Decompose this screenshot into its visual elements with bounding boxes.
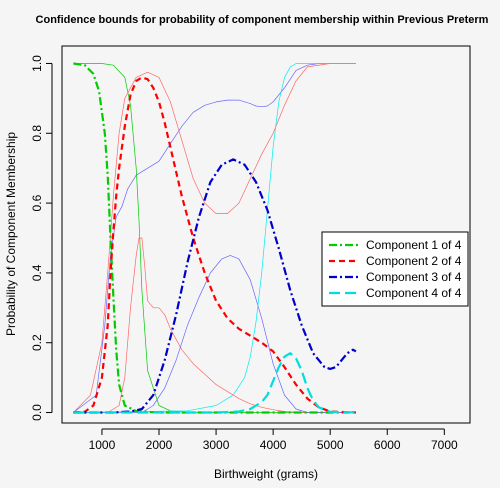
legend-label-4: Component 4 of 4 [366, 286, 462, 300]
y-tick-label-6: 1.0 [30, 55, 44, 72]
x-axis-label: Birthweight (grams) [214, 467, 318, 481]
x-tick-label-5: 5000 [317, 438, 344, 452]
y-tick-label-2: 0.2 [30, 334, 44, 351]
series-line-2-estimate [73, 76, 356, 414]
plot-frame [61, 45, 471, 424]
series-line-8-upper-bound [73, 63, 356, 413]
series-line-10-upper-bound [73, 63, 356, 413]
x-tick-label-6: 6000 [374, 438, 401, 452]
x-tick-label-4: 4000 [260, 438, 287, 452]
series-line-3-estimate [73, 158, 357, 414]
series-line-4-estimate [73, 352, 356, 414]
series-line-7-lower-bound [73, 237, 356, 413]
legend-label-3: Component 3 of 4 [366, 270, 462, 284]
series-line-9-lower-bound [73, 255, 356, 413]
x-tick-label-1: 1000 [89, 438, 116, 452]
x-tick-label-3: 3000 [203, 438, 230, 452]
legend-label-1: Component 1 of 4 [366, 238, 462, 252]
x-tick-label-7: 7000 [431, 438, 458, 452]
chart-title: Confidence bounds for probability of com… [36, 14, 489, 26]
y-axis-label: Probability of Component Membership [4, 132, 18, 336]
legend: Component 1 of 4 Component 2 of 4 Componen… [321, 231, 469, 307]
y-tick-label-1: 0.0 [30, 404, 44, 421]
y-tick-label-3: 0.4 [30, 264, 44, 281]
legend-label-2: Component 2 of 4 [366, 254, 462, 268]
x-tick-label-2: 2000 [146, 438, 173, 452]
y-tick-label-5: 0.8 [30, 125, 44, 142]
series-layer [73, 62, 357, 414]
series-line-6-upper-bound [73, 63, 356, 413]
axes-layer: 1000 2000 3000 4000 5000 6000 7000 0.0 0.2 0.4 0.6… [30, 55, 458, 452]
y-tick-label-4: 0.6 [30, 194, 44, 211]
